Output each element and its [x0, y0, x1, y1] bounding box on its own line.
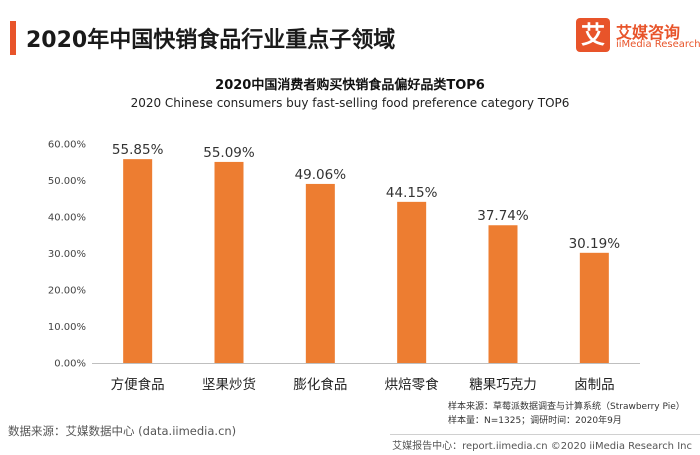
- data-label: 49.06%: [295, 167, 347, 183]
- x-tick-label: 糖果巧克力: [469, 377, 537, 393]
- chart-title: 2020中国消费者购买快销食品偏好品类TOP6: [215, 78, 485, 93]
- bar: [579, 252, 609, 363]
- y-tick-label: 40.00%: [48, 213, 86, 224]
- y-tick-label: 50.00%: [48, 176, 86, 187]
- footer-divider: [390, 434, 700, 435]
- data-label: 44.15%: [386, 185, 438, 201]
- data-label: 37.74%: [477, 208, 529, 224]
- data-source: 数据来源：艾媒数据中心 (data.iimedia.cn): [8, 424, 237, 438]
- title-accent-bar: [10, 21, 16, 55]
- iimedia-logo: 艾 艾媒咨询 iiMedia Research: [576, 18, 700, 56]
- bar: [397, 201, 427, 363]
- x-tick-label: 膨化食品: [293, 376, 347, 393]
- logo-mark: 艾: [576, 18, 610, 52]
- y-tick-label: 20.00%: [48, 286, 86, 297]
- bar: [488, 225, 518, 363]
- y-tick-label: 30.00%: [48, 249, 86, 260]
- y-tick-label: 60.00%: [48, 140, 86, 151]
- x-tick-label: 烘焙零食: [385, 376, 439, 393]
- data-label: 55.09%: [203, 145, 255, 161]
- y-tick-label: 0.00%: [54, 359, 86, 370]
- bar: [305, 183, 335, 363]
- data-label: 30.19%: [569, 236, 621, 252]
- x-tick-label: 方便食品: [111, 376, 165, 393]
- footer-text: 艾媒报告中心：report.iimedia.cn ©2020 iiMedia R…: [392, 441, 692, 452]
- sample-size-note: 样本量：N=1325；调研时间：2020年9月: [448, 416, 622, 426]
- page-title: 2020年中国快销食品行业重点子领域: [26, 28, 396, 53]
- y-tick-label: 10.00%: [48, 322, 86, 333]
- logo-chinese-name: 艾媒咨询: [616, 23, 681, 42]
- x-tick-label: 坚果炒货: [202, 376, 256, 393]
- bar: [214, 161, 244, 363]
- sample-source-note: 样本来源：草莓派数据调查与计算系统（Strawberry Pie）: [448, 402, 685, 412]
- logo-english-name: iiMedia Research: [616, 39, 700, 50]
- x-tick-label: 卤制品: [574, 377, 615, 393]
- data-label: 55.85%: [112, 142, 164, 158]
- chart-subtitle: 2020 Chinese consumers buy fast-selling …: [130, 96, 570, 110]
- bar: [123, 159, 153, 363]
